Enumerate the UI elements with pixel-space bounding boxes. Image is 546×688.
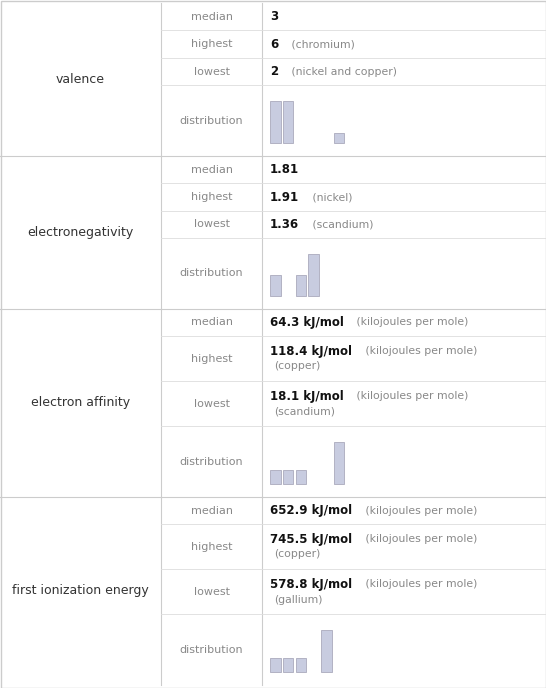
Bar <box>295 275 306 296</box>
Text: 118.4 kJ/mol: 118.4 kJ/mol <box>270 345 352 358</box>
Bar <box>295 470 306 484</box>
Text: lowest: lowest <box>194 67 229 76</box>
Text: (gallium): (gallium) <box>274 594 323 605</box>
Text: (nickel): (nickel) <box>308 192 352 202</box>
Text: distribution: distribution <box>180 645 244 655</box>
Text: 1.81: 1.81 <box>270 163 299 176</box>
Text: highest: highest <box>191 39 233 49</box>
Bar <box>295 658 306 672</box>
Text: (kilojoules per mole): (kilojoules per mole) <box>361 579 477 589</box>
Text: (copper): (copper) <box>274 361 321 372</box>
Bar <box>321 630 331 672</box>
Text: first ionization energy: first ionization energy <box>12 584 149 597</box>
Text: lowest: lowest <box>194 219 229 230</box>
Text: (kilojoules per mole): (kilojoules per mole) <box>353 391 468 401</box>
Text: 1.91: 1.91 <box>270 191 299 204</box>
Text: 64.3 kJ/mol: 64.3 kJ/mol <box>270 316 344 329</box>
Text: 1.36: 1.36 <box>270 218 299 231</box>
Text: electronegativity: electronegativity <box>27 226 134 239</box>
Text: (kilojoules per mole): (kilojoules per mole) <box>361 346 477 356</box>
Text: median: median <box>191 317 233 327</box>
Text: highest: highest <box>191 192 233 202</box>
Text: median: median <box>191 506 233 515</box>
Text: (nickel and copper): (nickel and copper) <box>288 67 397 76</box>
Text: (scandium): (scandium) <box>274 407 335 416</box>
Bar <box>270 658 281 672</box>
Bar <box>270 101 281 143</box>
Text: 18.1 kJ/mol: 18.1 kJ/mol <box>270 389 344 402</box>
Text: 745.5 kJ/mol: 745.5 kJ/mol <box>270 533 352 546</box>
Text: median: median <box>191 164 233 175</box>
Text: (kilojoules per mole): (kilojoules per mole) <box>361 534 477 544</box>
Text: (chromium): (chromium) <box>288 39 355 49</box>
Bar <box>283 101 293 143</box>
Text: 578.8 kJ/mol: 578.8 kJ/mol <box>270 578 352 591</box>
Text: (copper): (copper) <box>274 550 321 559</box>
Text: (kilojoules per mole): (kilojoules per mole) <box>353 317 469 327</box>
Text: lowest: lowest <box>194 399 229 409</box>
Text: median: median <box>191 12 233 22</box>
Bar <box>283 658 293 672</box>
Text: highest: highest <box>191 354 233 364</box>
Bar <box>270 275 281 296</box>
Bar <box>334 442 345 484</box>
Text: (kilojoules per mole): (kilojoules per mole) <box>361 506 477 515</box>
Text: distribution: distribution <box>180 457 244 466</box>
Text: valence: valence <box>56 73 105 86</box>
Bar <box>283 470 293 484</box>
Bar <box>270 470 281 484</box>
Text: 3: 3 <box>270 10 278 23</box>
Text: lowest: lowest <box>194 587 229 597</box>
Bar <box>308 254 319 296</box>
Text: 652.9 kJ/mol: 652.9 kJ/mol <box>270 504 352 517</box>
Text: distribution: distribution <box>180 268 244 279</box>
Text: (scandium): (scandium) <box>308 219 373 230</box>
Text: highest: highest <box>191 542 233 552</box>
Bar <box>334 133 345 143</box>
Text: electron affinity: electron affinity <box>31 396 130 409</box>
Text: distribution: distribution <box>180 116 244 126</box>
Text: 6: 6 <box>270 38 278 51</box>
Text: 2: 2 <box>270 65 278 78</box>
